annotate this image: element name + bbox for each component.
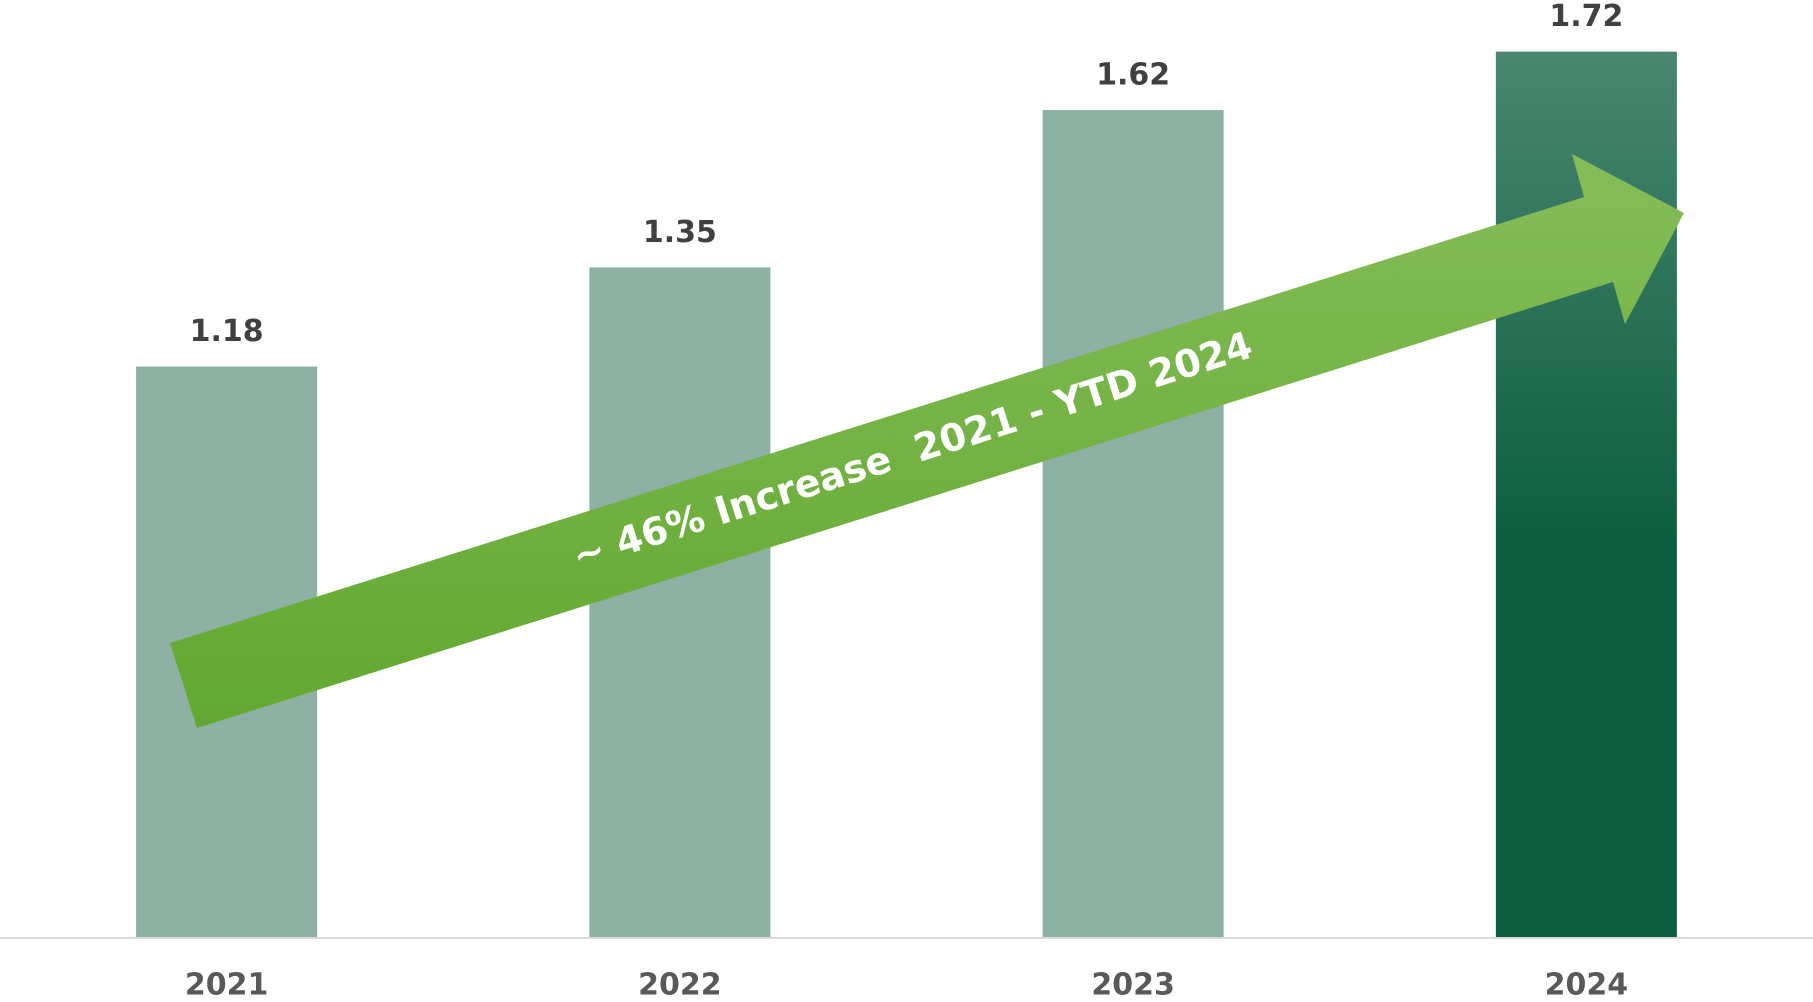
x-tick-label: 2024 <box>1545 968 1629 1002</box>
value-label: 1.35 <box>643 215 717 250</box>
x-tick-label: 2021 <box>185 968 269 1002</box>
value-label: 1.62 <box>1096 57 1170 92</box>
arrow-shape <box>170 154 1684 728</box>
x-tick-label: 2022 <box>638 968 722 1002</box>
x-tick-label: 2023 <box>1091 968 1175 1002</box>
bar <box>1042 109 1224 938</box>
bar <box>589 267 771 938</box>
trend-arrow: ~ 46% Increase 2021 - YTD 2024 <box>170 154 1684 728</box>
value-label: 1.72 <box>1549 0 1623 34</box>
value-label: 1.18 <box>190 314 264 349</box>
